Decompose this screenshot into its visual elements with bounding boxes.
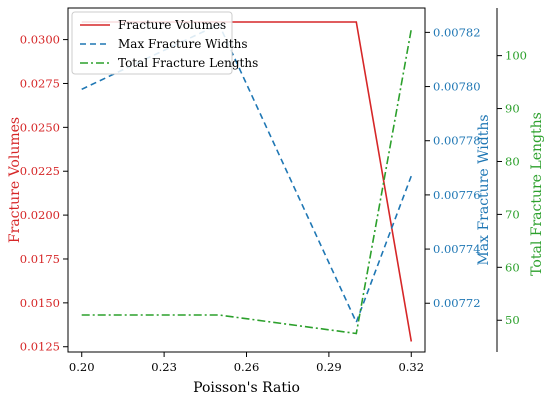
x-tick-label: 0.20 xyxy=(69,360,95,374)
right-axis-lengths-title: Total Fracture Lengths xyxy=(529,112,545,276)
right-axis-lengths: 50 60 70 80 90 100 xyxy=(496,8,527,352)
y-tick-label: 60 xyxy=(505,260,520,274)
legend-label: Max Fracture Widths xyxy=(118,37,248,51)
y-tick-label: 0.00774 xyxy=(433,242,481,256)
series-line-3 xyxy=(81,29,413,335)
legend-label: Total Fracture Lengths xyxy=(118,56,258,70)
y-tick-label: 70 xyxy=(505,207,520,221)
x-tick-label: 0.32 xyxy=(398,360,424,374)
y-tick-label: 0.00772 xyxy=(433,296,481,310)
y-tick-label: 80 xyxy=(505,154,520,168)
x-tick-label: 0.29 xyxy=(316,360,342,374)
y-tick-label: 90 xyxy=(505,102,520,116)
x-tick-label: 0.23 xyxy=(151,360,177,374)
y-tick-label: 0.00782 xyxy=(433,25,481,39)
y-tick-label: 0.0275 xyxy=(20,76,60,90)
y-tick-label: 0.0200 xyxy=(20,208,60,222)
y-tick-label: 0.0300 xyxy=(20,33,60,47)
x-tick-label: 0.26 xyxy=(234,360,260,374)
left-axis-title: Fracture Volumes xyxy=(7,117,23,243)
legend-label: Fracture Volumes xyxy=(118,18,226,32)
y-tick-label: 50 xyxy=(505,313,520,327)
y-tick-label: 0.00778 xyxy=(433,134,481,148)
y-tick-label: 100 xyxy=(505,49,527,63)
right-axis-widths-title: Max Fracture Widths xyxy=(476,114,492,265)
x-axis-ticks: 0.20 0.23 0.26 0.29 0.32 xyxy=(69,352,424,374)
y-tick-label: 0.0225 xyxy=(20,164,60,178)
y-tick-label: 0.0125 xyxy=(20,340,60,354)
left-axis: 0.0125 0.0150 0.0175 0.0200 0.0225 0.0250 0.02… xyxy=(20,33,68,354)
y-tick-label: 0.0150 xyxy=(20,296,60,310)
right-axis-widths: 0.00772 0.00774 0.00776 0.00778 0.00780 0.007… xyxy=(425,25,481,310)
y-tick-label: 0.00776 xyxy=(433,188,481,202)
y-tick-label: 0.0175 xyxy=(20,252,60,266)
y-tick-label: 0.00780 xyxy=(433,80,481,94)
y-tick-label: 0.0250 xyxy=(20,120,60,134)
x-axis-title: Poisson's Ratio xyxy=(193,380,300,396)
legend-box xyxy=(71,11,233,75)
legend: Fracture Volumes Max Fracture Widths Total… xyxy=(71,11,258,75)
